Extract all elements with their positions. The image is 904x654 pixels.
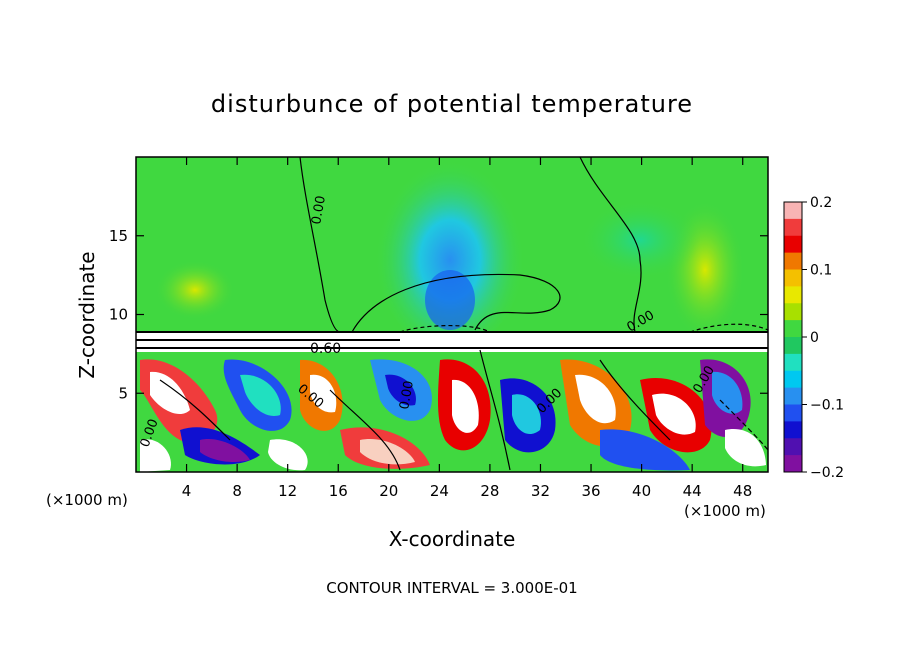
colorbar-swatch: [784, 235, 802, 254]
colorbar-swatch: [784, 370, 802, 389]
x-tick-label: 16: [329, 482, 348, 500]
colorbar-swatch: [784, 421, 802, 439]
colorbar-swatch: [784, 337, 802, 355]
colorbar-swatch: [784, 303, 802, 321]
colorbar-swatch: [784, 320, 802, 338]
colorbar-swatch: [784, 353, 802, 372]
y-axis: 5 10 15: [109, 227, 768, 402]
x-tick-label: 20: [379, 482, 398, 500]
warm-anomaly-left: [155, 260, 235, 320]
y-tick-label: 10: [109, 306, 128, 324]
colorbar-swatch: [784, 455, 802, 473]
colorbar-swatch: [784, 202, 802, 220]
colorbar-swatch: [784, 218, 802, 237]
y-tick-label: 15: [109, 227, 128, 245]
plot-area: [136, 157, 768, 472]
x-tick-label: 12: [278, 482, 297, 500]
colorbar-tick-label: −0.1: [810, 398, 844, 414]
colorbar-swatch: [784, 387, 802, 405]
x-axis: 4 8 12 16 20 24 28 32 36 40 44 48: [182, 157, 752, 500]
x-tick-label: 40: [632, 482, 651, 500]
x-tick-label: 28: [480, 482, 499, 500]
contour-label: 0.00: [309, 195, 329, 226]
colorbar-swatch: [784, 286, 802, 304]
colorbar-tick-label: 0.2: [810, 195, 832, 211]
x-unit-right: (×1000 m): [684, 502, 766, 520]
contour-lines: [136, 157, 768, 471]
colorbar-swatch: [784, 252, 802, 270]
x-tick-label: 48: [733, 482, 752, 500]
colorbar-tick-label: 0: [810, 330, 819, 346]
x-tick-label: 36: [581, 482, 600, 500]
colorbar-tick-label: −0.2: [810, 465, 844, 481]
x-tick-label: 24: [430, 482, 449, 500]
contour-label: 0.60: [310, 341, 341, 357]
colorbar-tick-label: 0.1: [810, 263, 832, 279]
teal-patch: [580, 200, 700, 280]
colorbar-swatch: [784, 269, 802, 287]
y-tick-label: 5: [118, 384, 128, 402]
chart-title: disturbunce of potential temperature: [211, 90, 693, 118]
x-tick-label: 8: [232, 482, 242, 500]
colorbar-swatch: [784, 404, 802, 422]
colorbar: 0.2 0.1 0 −0.1 −0.2: [783, 195, 844, 481]
contour-interval-note: CONTOUR INTERVAL = 3.000E-01: [326, 579, 577, 597]
colorbar-swatch: [784, 438, 802, 456]
x-tick-label: 32: [531, 482, 550, 500]
x-tick-label: 44: [683, 482, 702, 500]
cool-core: [425, 270, 475, 330]
x-tick-label: 4: [182, 482, 192, 500]
y-axis-title: Z-coordinate: [75, 251, 99, 378]
cool-anomaly: [375, 157, 525, 350]
x-axis-title: X-coordinate: [389, 527, 516, 551]
x-unit-left: (×1000 m): [46, 491, 128, 509]
lower-blobs: [140, 359, 766, 472]
contour-label: 0.00: [397, 380, 417, 411]
